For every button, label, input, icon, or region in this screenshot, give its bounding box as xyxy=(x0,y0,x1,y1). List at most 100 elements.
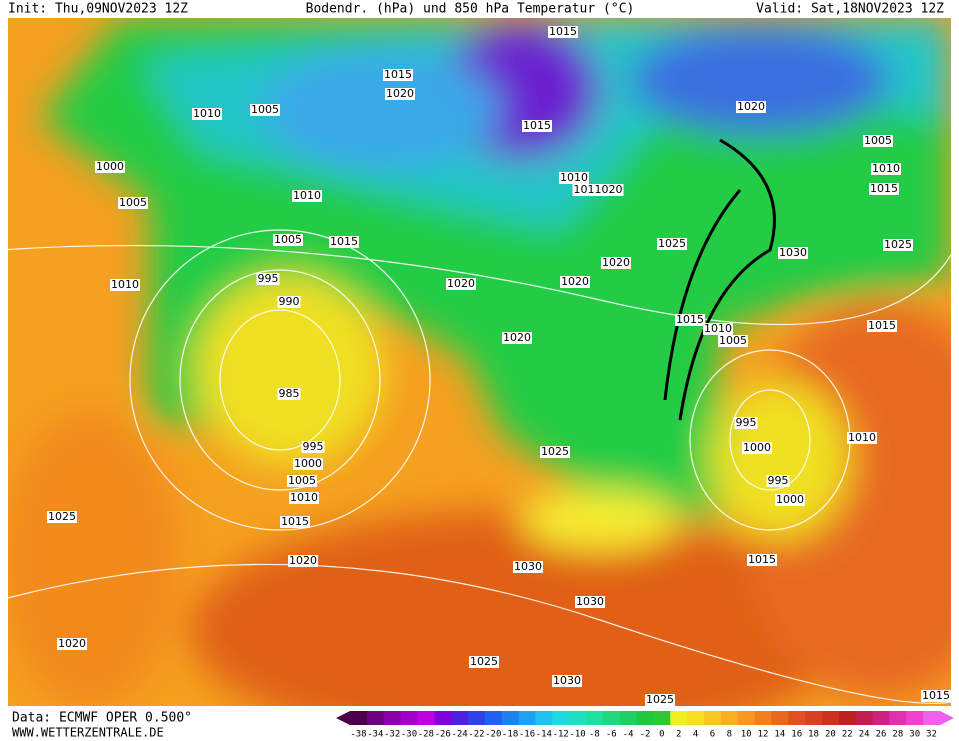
isobar-label: 1020 xyxy=(447,277,475,290)
isobar-label: 1020 xyxy=(561,275,589,288)
isobar-label-bg xyxy=(292,190,322,202)
isobar-label-bg xyxy=(250,104,280,116)
isobar-label-bg xyxy=(867,320,897,332)
colorbar-segment xyxy=(838,711,857,725)
isobar-label: 1020 xyxy=(602,256,630,269)
temperature-field xyxy=(8,18,951,706)
isobar-label: 1020 xyxy=(386,87,414,100)
isobar-label: 1015 xyxy=(330,235,358,248)
colorbar-segment xyxy=(451,711,469,725)
isobar-label-bg xyxy=(277,296,301,308)
isobar-label-bg xyxy=(469,656,499,668)
colorbar-segment xyxy=(822,711,840,725)
isobar-label: 1010 xyxy=(193,107,221,120)
isobar-label-bg xyxy=(289,492,319,504)
isobar-label-bg xyxy=(560,276,590,288)
isobar-label-bg xyxy=(383,69,413,81)
isobar-label-bg xyxy=(718,335,748,347)
isobar-label: 1015 xyxy=(281,515,309,528)
isobar-label-bg xyxy=(446,278,476,290)
colorbar-segment xyxy=(417,711,435,725)
isobar-label-bg xyxy=(95,161,125,173)
isobar-label-bg xyxy=(288,555,318,567)
isobar-label-bg xyxy=(293,458,323,470)
colorbar-segment xyxy=(636,711,654,725)
colorbar-tick-label: 6 xyxy=(710,730,715,740)
isobar-label: 995 xyxy=(736,416,757,429)
isobar-label: 995 xyxy=(303,440,324,453)
isobar-label: 1005 xyxy=(251,103,279,116)
colorbar-segment xyxy=(468,711,486,725)
isobar-label: 1010 xyxy=(111,278,139,291)
isobar-label: 1030 xyxy=(514,560,542,573)
colorbar-tick-label: -32 xyxy=(384,730,400,740)
isobar-label-bg xyxy=(57,638,87,650)
colorbar-tick-label: -2 xyxy=(640,730,651,740)
isobar-label-bg xyxy=(192,108,222,120)
isobar-label: 1000 xyxy=(743,441,771,454)
isobar-label-bg xyxy=(329,236,359,248)
isobar-label: 1005 xyxy=(719,334,747,347)
isobar-label-bg xyxy=(280,516,310,528)
isobar-label-bg xyxy=(47,511,77,523)
colorbar-tick-label: -6 xyxy=(606,730,617,740)
isobar-label-bg xyxy=(703,323,733,335)
isobar-label-bg xyxy=(559,172,589,184)
isobar-label-bg xyxy=(675,314,705,326)
colorbar-segment xyxy=(501,711,520,725)
colorbar-segment xyxy=(771,711,789,725)
isobar-label-bg xyxy=(847,432,877,444)
colorbar-arrow-left xyxy=(336,711,350,725)
colorbar-tick-label: 22 xyxy=(842,730,853,740)
isobar-label: 1015 xyxy=(748,553,776,566)
data-source: Data: ECMWF OPER 0.500° xyxy=(12,711,192,726)
isobar-label: 1015 xyxy=(676,313,704,326)
colorbar-tick-label: 28 xyxy=(892,730,903,740)
colorbar-segment xyxy=(350,711,368,725)
colorbar-tick-label: -10 xyxy=(569,730,585,740)
isobar-label-bg xyxy=(863,135,893,147)
isobar-label-bg xyxy=(502,332,532,344)
isobar-label-bg xyxy=(273,234,303,246)
colorbar-segment xyxy=(383,711,402,725)
colorbar-tick-label: -14 xyxy=(536,730,552,740)
colorbar-tick-label: 0 xyxy=(659,730,664,740)
colorbar-tick-label: -8 xyxy=(589,730,600,740)
isobar-label: 1020 xyxy=(737,100,765,113)
colorbar-segment xyxy=(906,711,924,725)
isobar-label-bg xyxy=(883,239,913,251)
isobar-label-bg xyxy=(118,197,148,209)
colorbar-segment xyxy=(484,711,503,725)
isobar-label: 1025 xyxy=(646,693,674,706)
colorbar-segment xyxy=(704,711,722,725)
isobar-label: 1000 xyxy=(96,160,124,173)
isobar-label-bg xyxy=(778,247,808,259)
isobar-label: 1025 xyxy=(470,655,498,668)
isobar-label-bg xyxy=(513,561,543,573)
isobar-label: 1010 xyxy=(560,171,588,184)
colorbar-tick-label: 12 xyxy=(758,730,769,740)
colorbar-segment xyxy=(535,711,553,725)
colorbar-tick-label: -26 xyxy=(435,730,451,740)
isobar-label: 1015 xyxy=(922,689,950,702)
isobar-label-bg xyxy=(869,183,899,195)
isobar-label: 1025 xyxy=(48,510,76,523)
isobar-label-bg xyxy=(601,257,631,269)
isobar-label-bg xyxy=(301,441,325,453)
colorbar-segment xyxy=(518,711,536,725)
colorbar-tick-label: -4 xyxy=(623,730,634,740)
colorbar-segment xyxy=(788,711,806,725)
colorbar-tick-label: -22 xyxy=(468,730,484,740)
colorbar-tick-label: -28 xyxy=(418,730,434,740)
isobar-label: 1010 xyxy=(848,431,876,444)
colorbar-segment xyxy=(552,711,570,725)
colorbar-tick-label: 2 xyxy=(676,730,681,740)
isobar-label: 1005 xyxy=(864,134,892,147)
isobar-label-bg xyxy=(287,475,317,487)
isobar-label: 1000 xyxy=(294,457,322,470)
isobar-label: 995 xyxy=(768,474,789,487)
colorbar-segment xyxy=(602,711,621,725)
isobar-label-bg xyxy=(775,494,805,506)
colorbar-tick-label: -24 xyxy=(451,730,467,740)
isobar-label: 1015 xyxy=(549,25,577,38)
